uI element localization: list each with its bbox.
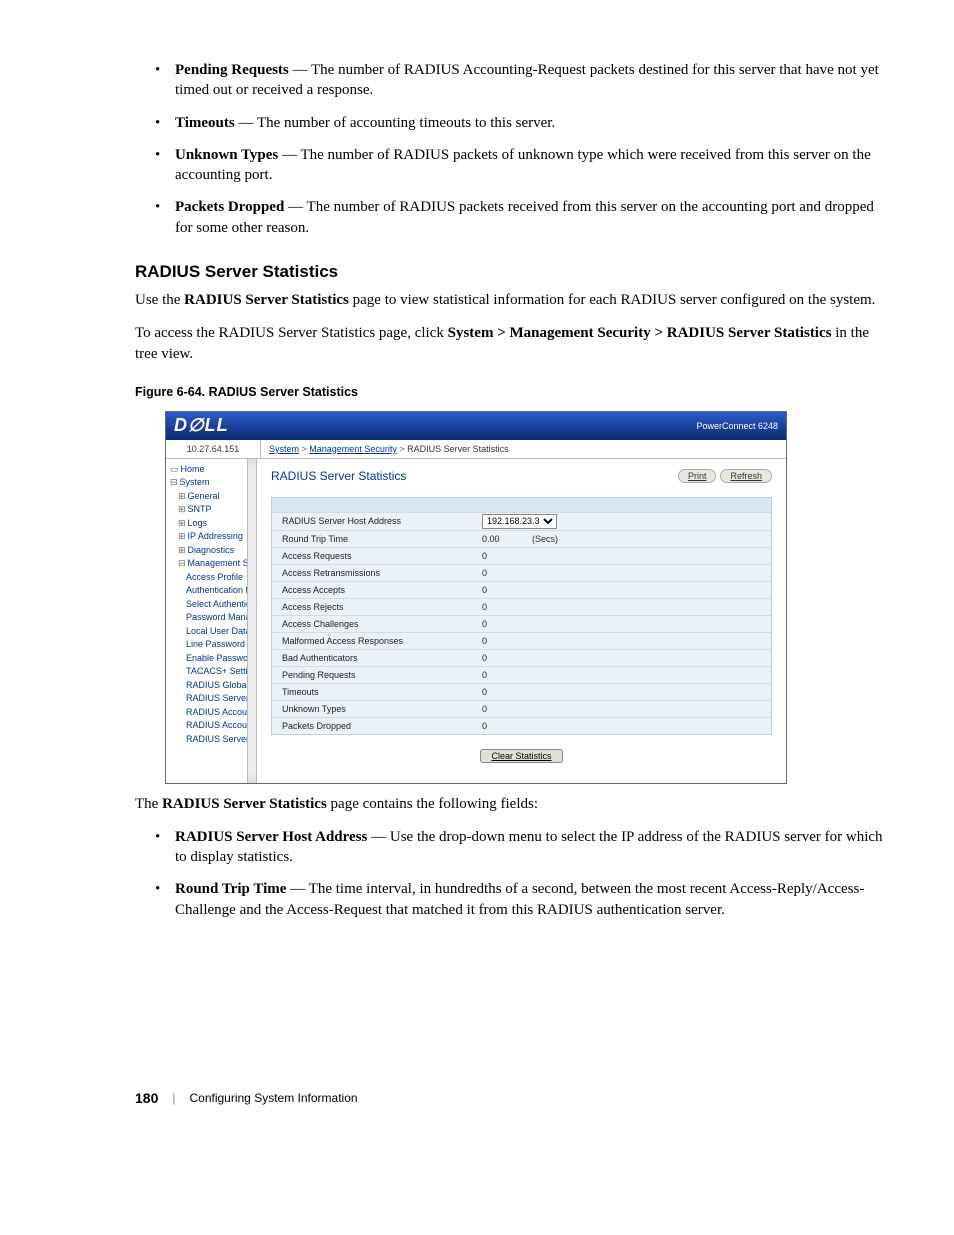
stat-row: Access Retransmissions0 xyxy=(272,564,771,581)
stat-row: Access Requests0 xyxy=(272,547,771,564)
stat-value: 0 xyxy=(482,636,532,646)
page-number: 180 xyxy=(135,1090,158,1106)
clear-statistics-button[interactable]: Clear Statistics xyxy=(480,749,562,763)
tree-item[interactable]: ⊟System xyxy=(170,476,256,490)
footer-chapter: Configuring System Information xyxy=(189,1091,357,1105)
stat-value: 0 xyxy=(482,619,532,629)
device-ip: 10.27.64.151 xyxy=(166,440,261,458)
stat-row: Timeouts0 xyxy=(272,683,771,700)
screenshot-figure: D∅LL PowerConnect 6248 10.27.64.151 Syst… xyxy=(165,411,787,784)
stat-label: Malformed Access Responses xyxy=(282,636,482,646)
tree-item[interactable]: ⊟Management Securi xyxy=(170,557,256,571)
stat-row: Bad Authenticators0 xyxy=(272,649,771,666)
print-button[interactable]: Print xyxy=(678,469,717,483)
stat-label: Timeouts xyxy=(282,687,482,697)
stat-row: Access Rejects0 xyxy=(272,598,771,615)
header-bar: D∅LL PowerConnect 6248 xyxy=(166,412,786,440)
bullet-list-top: Pending Requests — The number of RADIUS … xyxy=(135,60,894,238)
tree-item[interactable]: RADIUS Accoun xyxy=(170,706,256,720)
figure-caption: Figure 6-64. RADIUS Server Statistics xyxy=(135,385,894,399)
tree-item[interactable]: ⊞General xyxy=(170,490,256,504)
tree-item[interactable]: Line Password xyxy=(170,638,256,652)
refresh-button[interactable]: Refresh xyxy=(720,469,772,483)
tree-item[interactable]: ⊞Logs xyxy=(170,517,256,531)
bullet-item: Round Trip Time — The time interval, in … xyxy=(175,879,894,920)
breadcrumb-item: RADIUS Server Statistics xyxy=(407,444,509,454)
tree-item[interactable]: RADIUS Accoun xyxy=(170,719,256,733)
stat-row: Pending Requests0 xyxy=(272,666,771,683)
bullet-item: Timeouts — The number of accounting time… xyxy=(175,113,894,133)
host-address-select[interactable]: 192.168.23.3 xyxy=(482,514,557,529)
tree-item[interactable]: RADIUS Global C xyxy=(170,679,256,693)
tree-item[interactable]: RADIUS Server C xyxy=(170,692,256,706)
stat-row: Access Accepts0 xyxy=(272,581,771,598)
tree-item[interactable]: Password Manag xyxy=(170,611,256,625)
stat-label: Pending Requests xyxy=(282,670,482,680)
stat-label: RADIUS Server Host Address xyxy=(282,516,482,526)
nav-tree[interactable]: ▭Home⊟System⊞General⊞SNTP⊞Logs⊞IP Addres… xyxy=(166,459,257,783)
dell-logo: D∅LL xyxy=(174,415,229,436)
intro-para-1: Use the RADIUS Server Statistics page to… xyxy=(135,290,894,311)
breadcrumb-item[interactable]: System xyxy=(269,444,299,454)
content-panel: RADIUS Server Statistics Print Refresh R… xyxy=(257,459,786,783)
stat-value: 0 xyxy=(482,602,532,612)
breadcrumb: System > Management Security > RADIUS Se… xyxy=(261,440,786,458)
tree-item[interactable]: ⊞Diagnostics xyxy=(170,544,256,558)
tree-item[interactable]: Access Profile xyxy=(170,571,256,585)
tree-item[interactable]: Authentication Pr xyxy=(170,584,256,598)
stat-label: Packets Dropped xyxy=(282,721,482,731)
stat-label: Access Accepts xyxy=(282,585,482,595)
bullet-item: RADIUS Server Host Address — Use the dro… xyxy=(175,827,894,868)
tree-item[interactable]: ⊞SNTP xyxy=(170,503,256,517)
stat-label: Access Retransmissions xyxy=(282,568,482,578)
stat-value: 0 xyxy=(482,721,532,731)
stat-label: Access Requests xyxy=(282,551,482,561)
tree-item[interactable]: ⊞IP Addressing xyxy=(170,530,256,544)
stat-value: 0 xyxy=(482,568,532,578)
stat-row: Access Challenges0 xyxy=(272,615,771,632)
stat-unit: (Secs) xyxy=(532,534,558,544)
page-footer: 180 | Configuring System Information xyxy=(135,1090,894,1106)
bullet-item: Packets Dropped — The number of RADIUS p… xyxy=(175,197,894,238)
breadcrumb-item[interactable]: Management Security xyxy=(309,444,397,454)
tree-item[interactable]: ▭Home xyxy=(170,463,256,477)
stat-label: Bad Authenticators xyxy=(282,653,482,663)
stat-value: 0 xyxy=(482,704,532,714)
tree-item[interactable]: Select Authentic xyxy=(170,598,256,612)
stat-row-host: RADIUS Server Host Address 192.168.23.3 xyxy=(272,512,771,530)
bullet-list-bottom: RADIUS Server Host Address — Use the dro… xyxy=(135,827,894,920)
stat-row: Malformed Access Responses0 xyxy=(272,632,771,649)
section-heading: RADIUS Server Statistics xyxy=(135,262,894,282)
stats-table: RADIUS Server Host Address 192.168.23.3 … xyxy=(271,497,772,735)
intro-para-2: To access the RADIUS Server Statistics p… xyxy=(135,323,894,365)
stat-row: Packets Dropped0 xyxy=(272,717,771,734)
stat-value: 0 xyxy=(482,585,532,595)
tree-scrollbar[interactable] xyxy=(247,459,256,783)
stat-row: Unknown Types0 xyxy=(272,700,771,717)
tree-item[interactable]: RADIUS Server S xyxy=(170,733,256,747)
stat-value: 0 xyxy=(482,551,532,561)
bullet-item: Pending Requests — The number of RADIUS … xyxy=(175,60,894,101)
stat-value: 0 xyxy=(482,687,532,697)
bullet-item: Unknown Types — The number of RADIUS pac… xyxy=(175,145,894,186)
stat-value: 0 xyxy=(482,653,532,663)
stat-label: Unknown Types xyxy=(282,704,482,714)
stat-value: 0.00 xyxy=(482,534,532,544)
stat-row: Round Trip Time0.00(Secs) xyxy=(272,530,771,547)
stat-label: Access Rejects xyxy=(282,602,482,612)
tree-item[interactable]: Enable Password xyxy=(170,652,256,666)
product-label: PowerConnect 6248 xyxy=(696,421,778,431)
panel-title: RADIUS Server Statistics xyxy=(271,469,406,483)
tree-item[interactable]: Local User Datab xyxy=(170,625,256,639)
stat-value: 0 xyxy=(482,670,532,680)
stat-label: Round Trip Time xyxy=(282,534,482,544)
stat-label: Access Challenges xyxy=(282,619,482,629)
sub-header-row: 10.27.64.151 System > Management Securit… xyxy=(166,440,786,459)
tree-item[interactable]: TACACS+ Settin xyxy=(170,665,256,679)
fields-intro: The RADIUS Server Statistics page contai… xyxy=(135,794,894,815)
